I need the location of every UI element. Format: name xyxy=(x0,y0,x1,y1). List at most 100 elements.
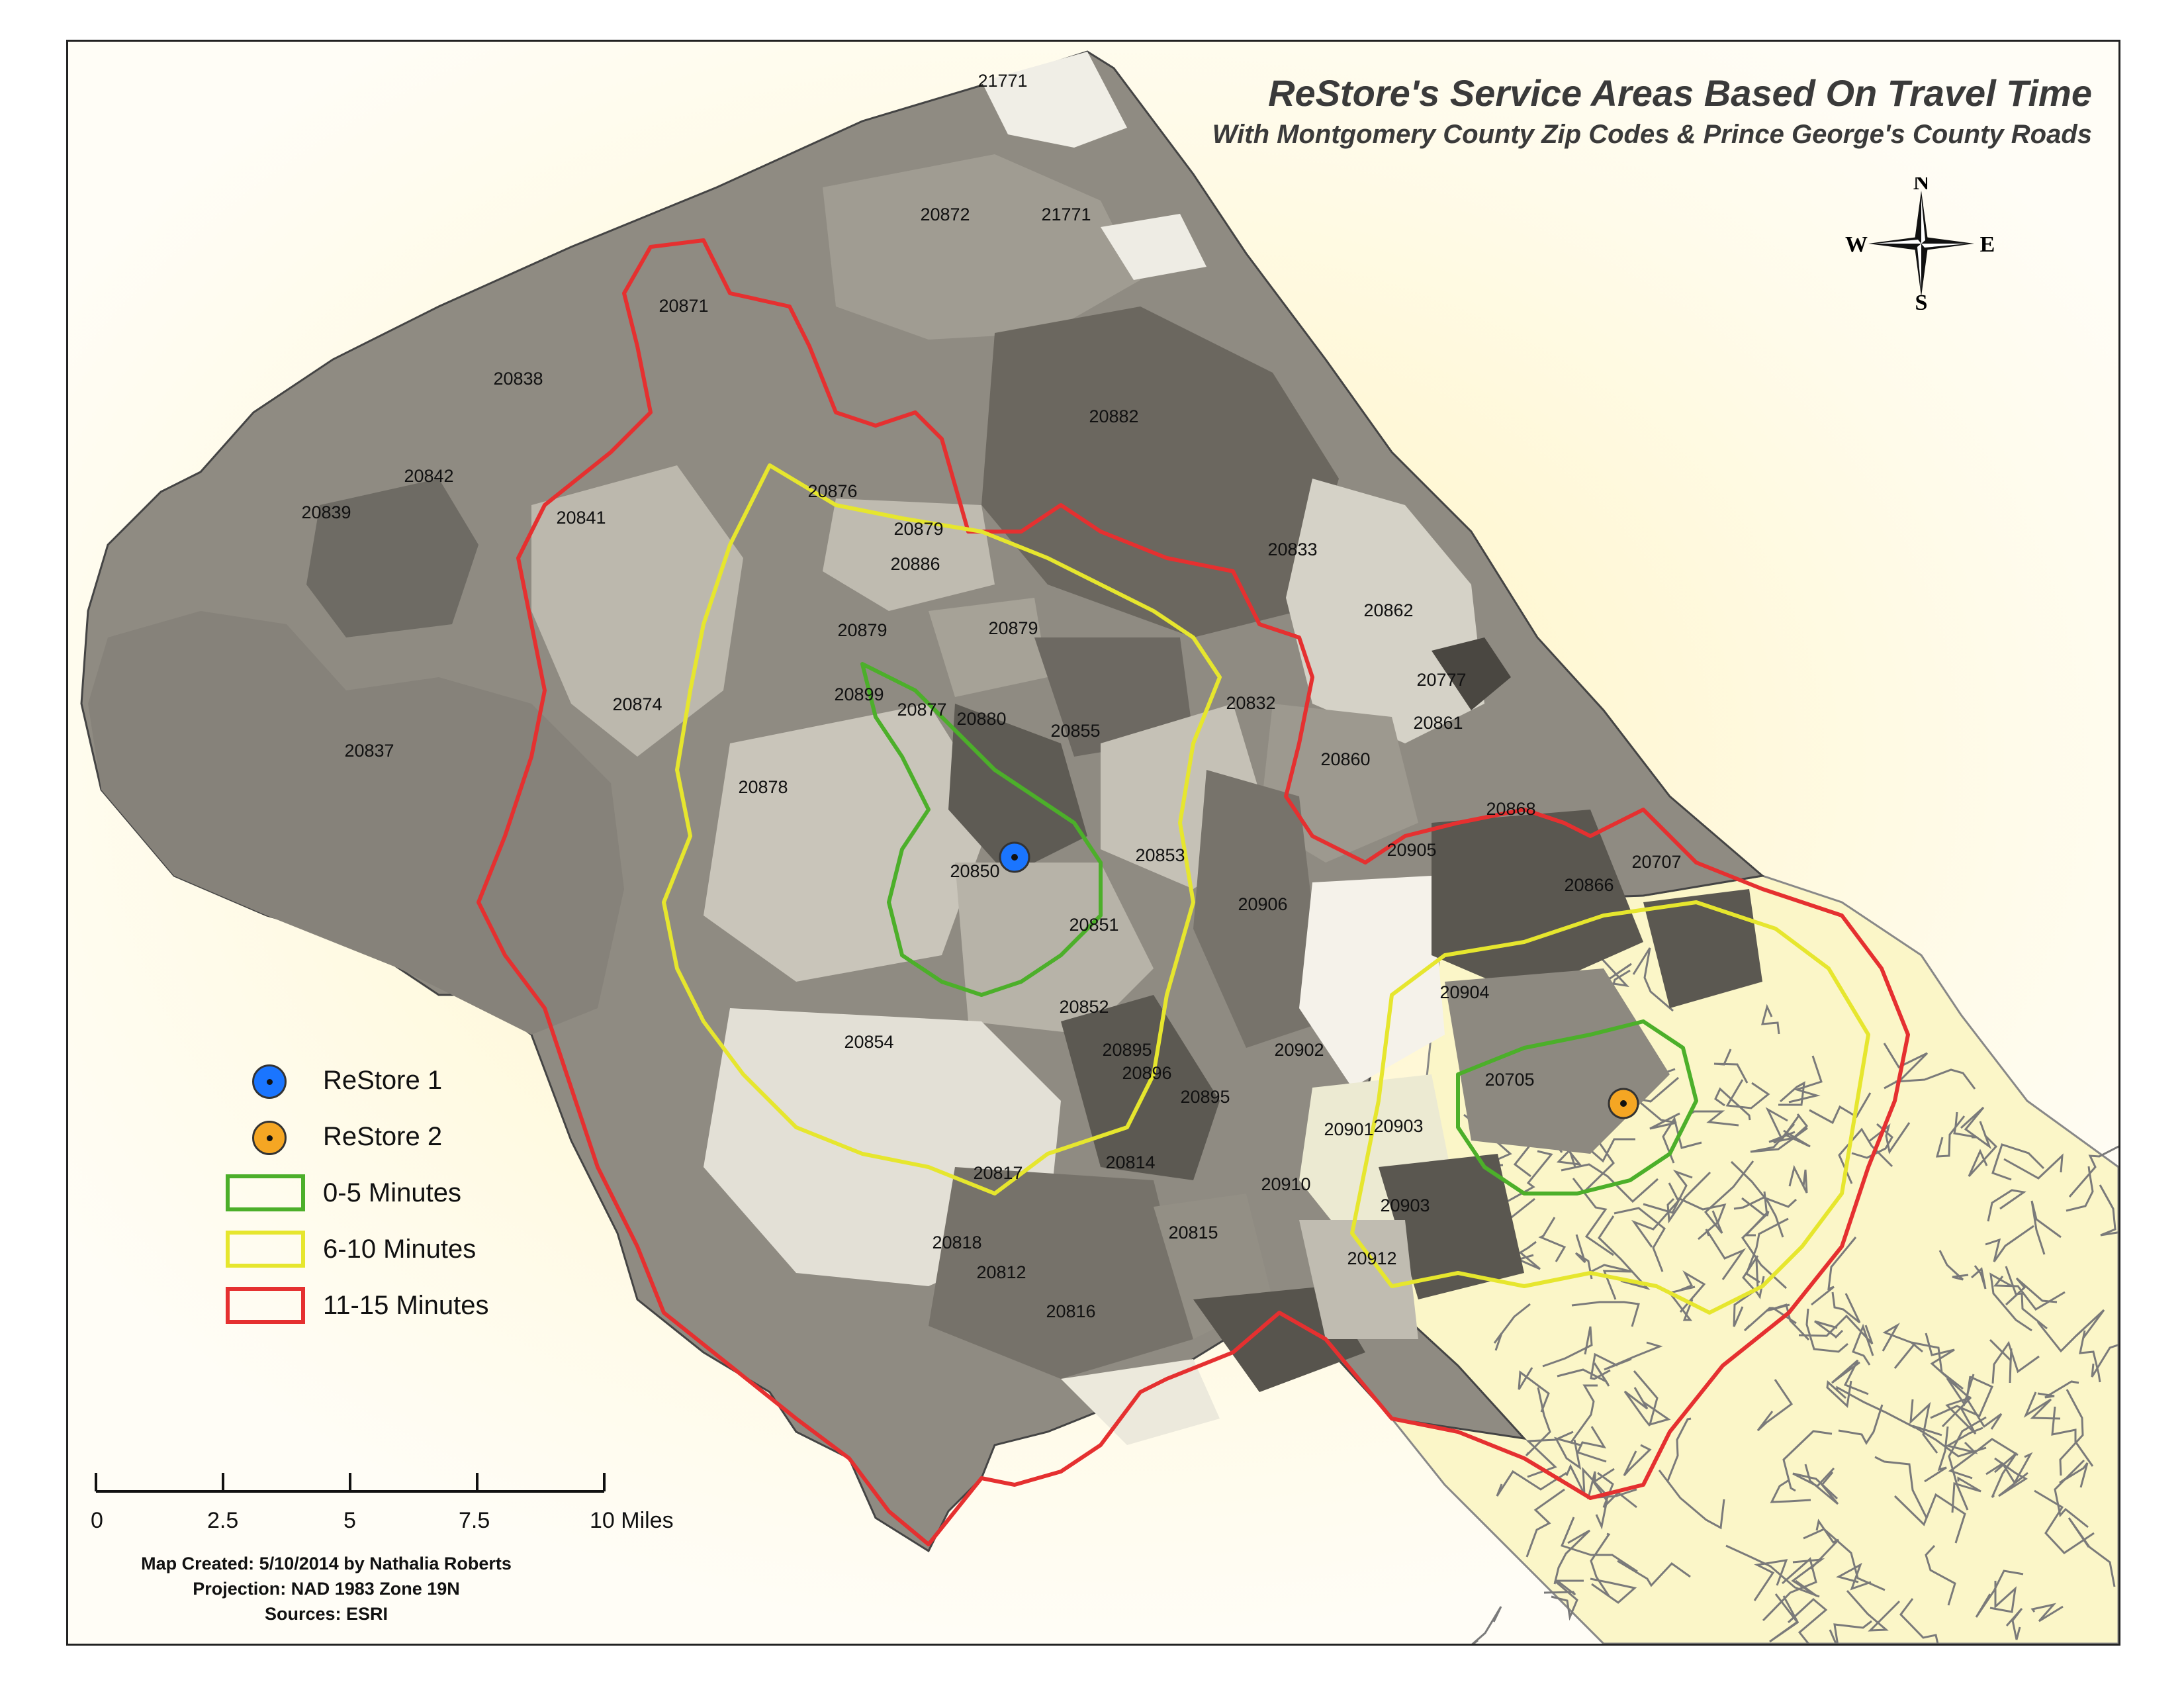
legend-band-2-label: 6-10 Minutes xyxy=(323,1235,477,1264)
zip-region-20850 xyxy=(955,863,1154,1035)
zip-label-20852: 20852 xyxy=(1059,997,1109,1017)
zip-region-20862 xyxy=(1432,637,1511,710)
legend-band-1-label: 0-5 Minutes xyxy=(323,1178,461,1207)
zip-label-20877: 20877 xyxy=(897,700,946,720)
zip-region-20816 xyxy=(1061,1359,1220,1445)
zip-label-20860: 20860 xyxy=(1320,749,1370,769)
band-0-5-minutes-outline-east xyxy=(1456,1019,1698,1196)
orange-dot-icon xyxy=(252,1121,287,1155)
restore-1-marker[interactable] xyxy=(999,841,1030,873)
legend-restore-2-label: ReStore 2 xyxy=(323,1122,443,1151)
legend-band-3-label: 11-15 Minutes xyxy=(323,1291,489,1320)
map-credits: Map Created: 5/10/2014 by Nathalia Rober… xyxy=(68,1551,584,1626)
zip-label-20855: 20855 xyxy=(1050,721,1100,741)
zip-label-20903: 20903 xyxy=(1373,1116,1423,1136)
zip-label-20903: 20903 xyxy=(1380,1196,1430,1215)
zip-label-20850: 20850 xyxy=(950,861,999,881)
zip-labels: 21771 20872 21771 20871 20838 20882 20842 20839… xyxy=(301,71,1681,1321)
band-6-10-minutes-outline-east xyxy=(1350,900,1870,1315)
zip-label-20895: 20895 xyxy=(1180,1087,1230,1107)
map-canvas: 21771 20872 21771 20871 20838 20882 20842 20839… xyxy=(80,50,2118,1644)
zip-region-20872 xyxy=(823,154,1140,340)
zip-label-20871: 20871 xyxy=(659,296,708,316)
zip-label-20861: 20861 xyxy=(1413,713,1463,733)
zip-label-20816: 20816 xyxy=(1046,1301,1095,1321)
compass-icon: N S W E xyxy=(1845,177,1995,310)
zip-label-20853: 20853 xyxy=(1135,845,1185,865)
zip-label-20895: 20895 xyxy=(1102,1040,1152,1060)
zip-label-20901: 20901 xyxy=(1324,1119,1373,1139)
map-frame: 21771 20872 21771 20871 20838 20882 20842 20839… xyxy=(66,40,2120,1646)
zip-label-20886: 20886 xyxy=(890,554,940,574)
zip-label-20882: 20882 xyxy=(1089,406,1138,426)
zip-region-20906 xyxy=(1299,876,1445,1088)
scale-tick-3: 7.5 xyxy=(459,1508,490,1533)
zip-label-20812: 20812 xyxy=(976,1262,1026,1282)
zip-label-20851: 20851 xyxy=(1069,915,1118,935)
map-subtitle: With Montgomery County Zip Codes & Princ… xyxy=(1212,120,2092,149)
zip-label-20912: 20912 xyxy=(1347,1248,1396,1268)
zip-label-20814: 20814 xyxy=(1105,1152,1155,1172)
zip-region-20878 xyxy=(704,704,995,982)
zip-region-20882 xyxy=(981,306,1339,637)
zip-region-20910 xyxy=(1299,1220,1418,1339)
zip-region-20817 xyxy=(929,1167,1193,1379)
credits-line-3: Sources: ESRI xyxy=(264,1604,388,1624)
zip-region-20852 xyxy=(1061,995,1220,1180)
zip-region-20833 xyxy=(1286,479,1484,743)
zip-label-20872: 20872 xyxy=(920,205,970,224)
zip-region-20879 xyxy=(1034,637,1193,757)
zip-label-20818: 20818 xyxy=(932,1233,981,1252)
zip-label-20902: 20902 xyxy=(1274,1040,1324,1060)
credits-line-1: Map Created: 5/10/2014 by Nathalia Rober… xyxy=(141,1554,512,1573)
zip-region-21771b xyxy=(1101,214,1206,280)
zip-label-20899: 20899 xyxy=(834,684,884,704)
zip-region-21771 xyxy=(981,52,1127,148)
yellow-box-icon xyxy=(226,1231,305,1268)
band-6-10-minutes-outline xyxy=(662,463,1222,1196)
zip-label-20904: 20904 xyxy=(1439,982,1489,1002)
zip-label-20777: 20777 xyxy=(1416,670,1466,690)
zip-label-20833: 20833 xyxy=(1267,539,1317,559)
scale-tick-4: 10 Miles xyxy=(590,1508,674,1533)
zip-region-20839 xyxy=(306,479,478,637)
zip-label-20839: 20839 xyxy=(301,502,351,522)
zip-region-20866 xyxy=(1643,889,1762,1008)
zip-label-20874: 20874 xyxy=(612,694,662,714)
zip-label-20906: 20906 xyxy=(1238,894,1287,914)
zip-label-20876: 20876 xyxy=(807,481,857,501)
scale-bar xyxy=(95,1473,606,1493)
zip-label-20832: 20832 xyxy=(1226,693,1275,713)
zip-label-20910: 20910 xyxy=(1261,1174,1310,1194)
zip-label-20879: 20879 xyxy=(837,620,887,640)
compass-s: S xyxy=(1915,291,1928,310)
blue-dot-icon xyxy=(252,1064,287,1099)
zip-label-20842: 20842 xyxy=(404,466,453,486)
compass-w: W xyxy=(1845,232,1868,257)
band-0-5-minutes-outline xyxy=(860,662,1103,997)
zip-region-20853 xyxy=(1193,770,1326,1048)
zip-label-20878: 20878 xyxy=(738,777,788,797)
restore-2-marker[interactable] xyxy=(1608,1088,1639,1119)
zip-label-21771: 21771 xyxy=(978,71,1027,91)
zip-label-20905: 20905 xyxy=(1387,840,1436,860)
map-title-block: ReStore's Service Areas Based On Travel … xyxy=(1212,71,2092,150)
compass-n: N xyxy=(1913,177,1930,195)
zip-label-20896: 20896 xyxy=(1122,1063,1171,1083)
legend-restore-1-label: ReStore 1 xyxy=(323,1066,443,1095)
compass-e: E xyxy=(1980,232,1995,257)
zip-label-20862: 20862 xyxy=(1363,600,1413,620)
scale-tick-1: 2.5 xyxy=(207,1508,239,1533)
band-11-15-minutes-outline xyxy=(477,238,1910,1546)
zip-label-20707: 20707 xyxy=(1631,852,1681,872)
zip-label-20841: 20841 xyxy=(556,508,606,528)
scale-tick-0: 0 xyxy=(91,1508,103,1533)
zip-region-20886 xyxy=(929,598,1048,697)
zip-label-21771: 21771 xyxy=(1041,205,1091,224)
zip-region-20901 xyxy=(1379,1154,1524,1299)
red-box-icon xyxy=(226,1287,305,1324)
credits-line-2: Projection: NAD 1983 Zone 19N xyxy=(193,1579,460,1599)
zip-label-20879: 20879 xyxy=(893,519,943,539)
zip-label-20838: 20838 xyxy=(493,369,543,389)
zip-label-20705: 20705 xyxy=(1484,1070,1534,1090)
